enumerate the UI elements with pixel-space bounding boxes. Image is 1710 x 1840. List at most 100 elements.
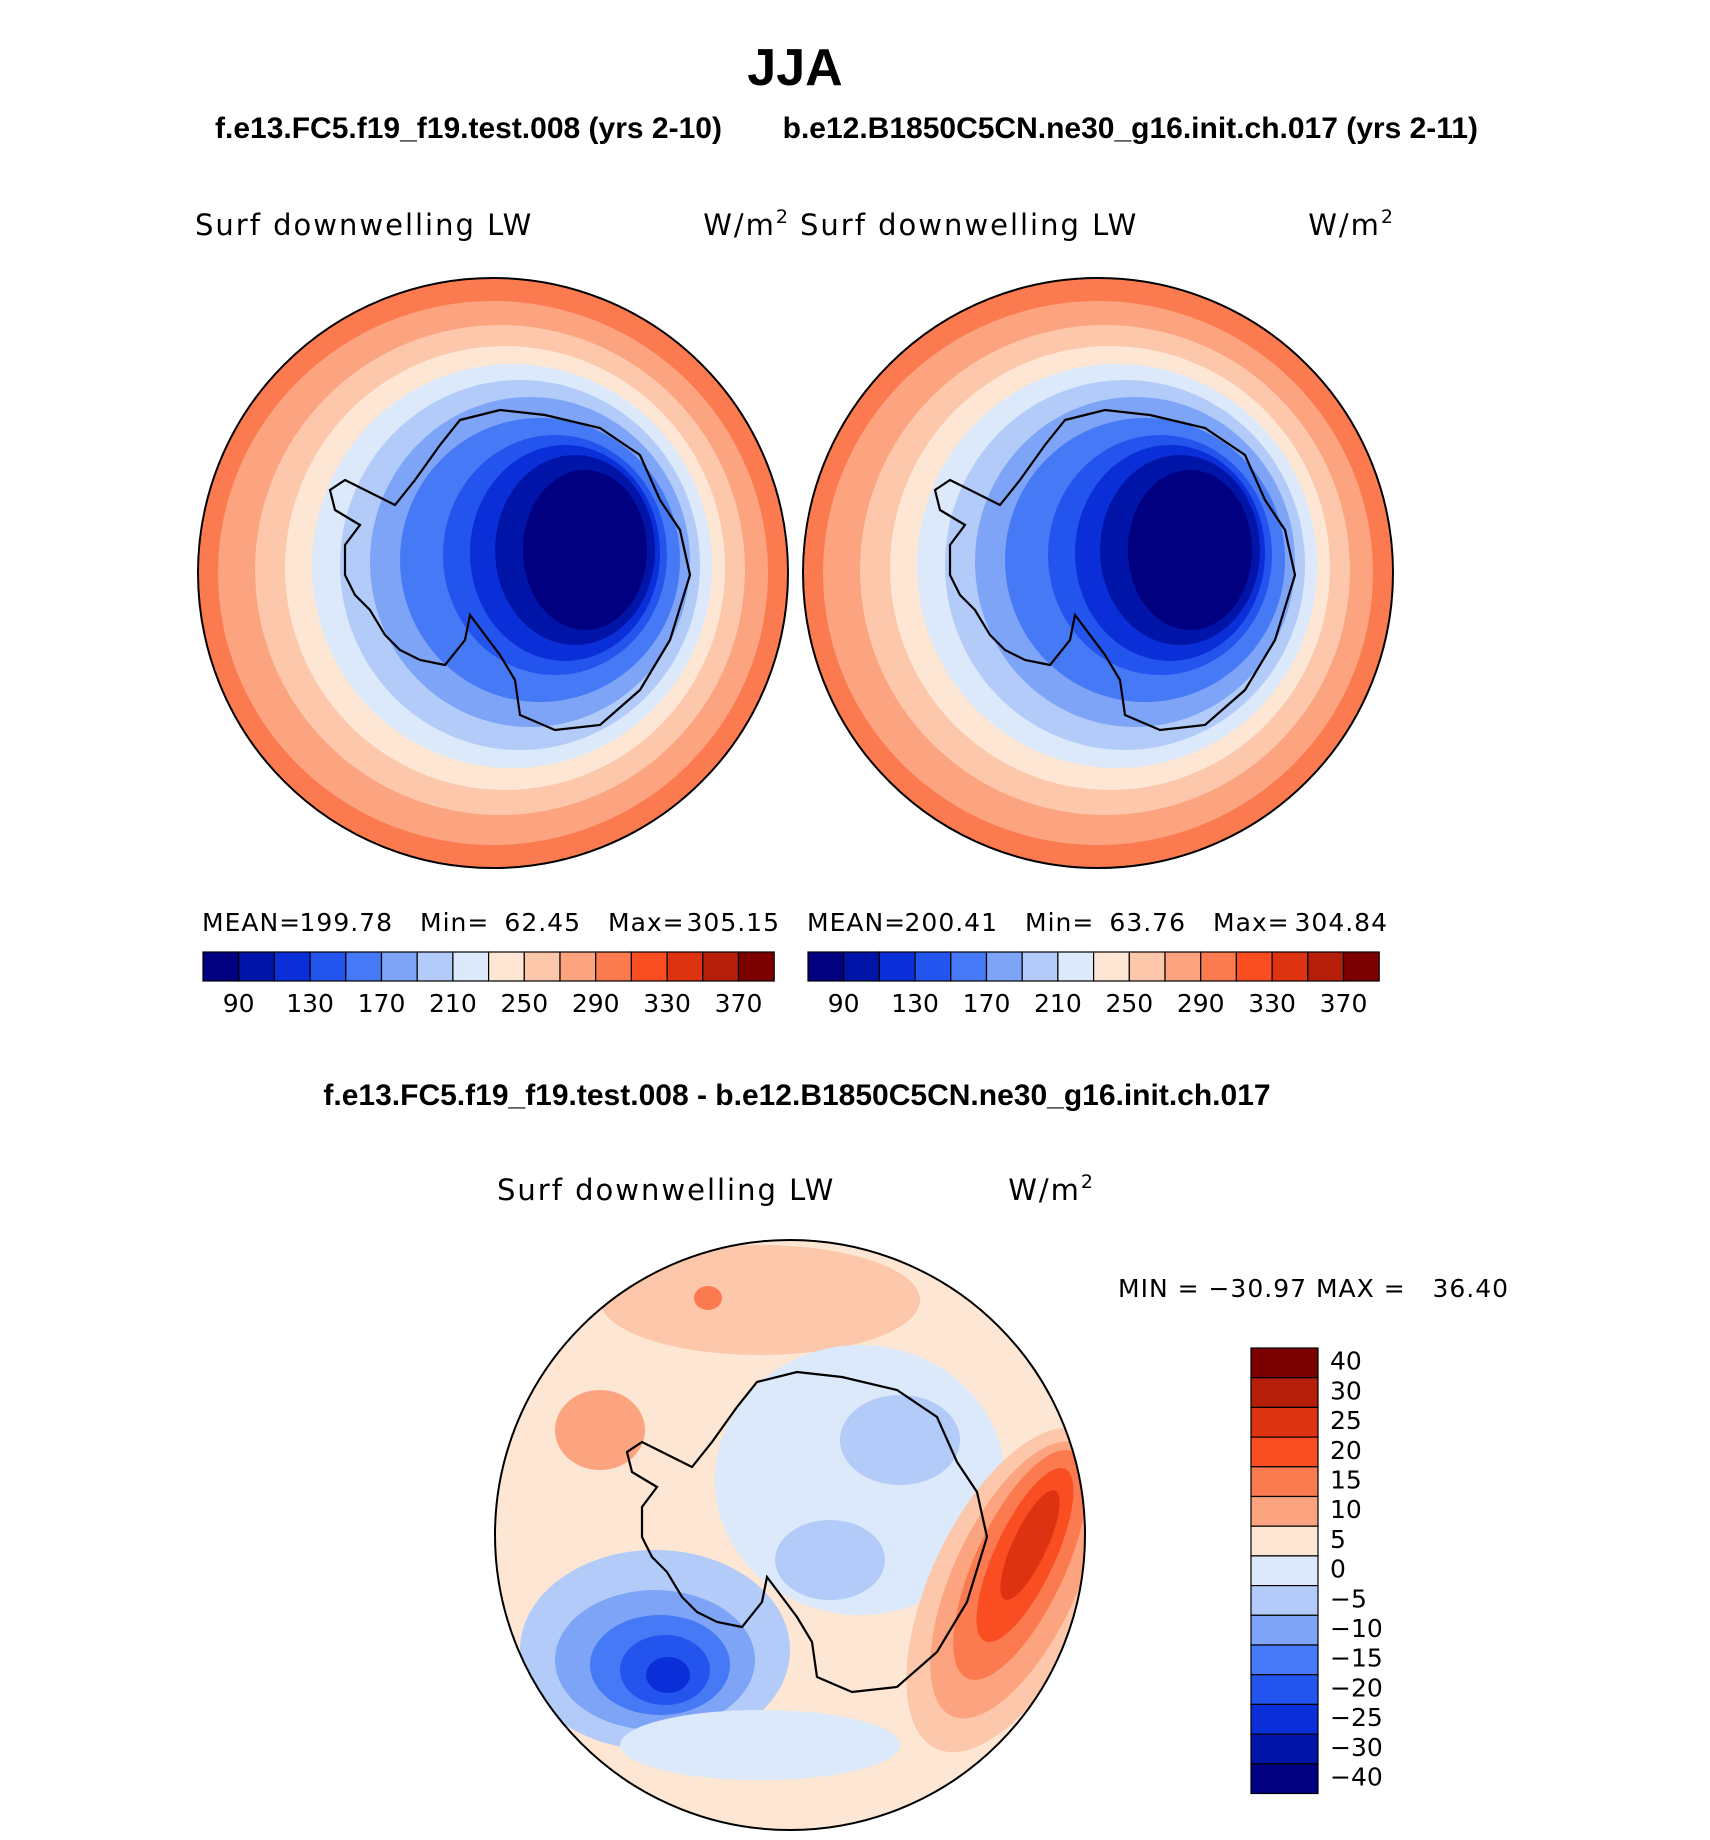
colorbar-box	[666, 951, 704, 982]
panel-a-min-value: 62.45	[504, 908, 581, 937]
map-c-positive-north-core	[694, 1286, 722, 1310]
colorbar-tick-label: 330	[1248, 989, 1296, 1018]
map-b-band-11	[1128, 470, 1252, 630]
colorbar-box	[1021, 951, 1059, 982]
colorbar-tick-label: 170	[358, 989, 406, 1018]
colorbar-tick-label: 90	[828, 989, 860, 1018]
colorbar-box	[1200, 951, 1237, 982]
colorbar-tick-label: 210	[1034, 989, 1082, 1018]
panel-b-mean-label: MEAN=	[807, 908, 906, 937]
colorbar-box	[878, 951, 916, 982]
panel-c-units-base: W/m	[1008, 1173, 1081, 1207]
colorbar-tick-label: 130	[891, 989, 939, 1018]
colorbar-box	[416, 951, 454, 982]
panel-a-max-value: 305.15	[687, 908, 780, 937]
colorbar-tick-label: 10	[1330, 1495, 1362, 1524]
colorbar-box	[345, 951, 383, 982]
map-c-negative-inner-2	[775, 1520, 885, 1600]
map-a-boundary	[197, 277, 789, 869]
colorbar-panel-b: 90 130 170 210 250 290 330 370	[807, 951, 1380, 1018]
colorbar-box	[1342, 951, 1380, 982]
panel-b-min-label: Min=	[1025, 908, 1094, 937]
panel-a-case-title: f.e13.FC5.f19_f19.test.008 (yrs 2-10)	[215, 112, 722, 145]
colorbar-box	[1250, 1466, 1319, 1498]
panel-a-max-label: Max=	[608, 908, 685, 937]
colorbar-box	[843, 951, 881, 982]
colorbar-box	[309, 951, 347, 982]
panel-b-case-title: b.e12.B1850C5CN.ne30_g16.init.ch.017 (yr…	[783, 112, 1478, 145]
colorbar-box	[1250, 1377, 1319, 1408]
panel-a-variable: Surf downwelling LW	[195, 208, 533, 242]
colorbar-tick-label: −40	[1330, 1763, 1383, 1792]
colorbar-tick-label: 370	[715, 989, 763, 1018]
colorbar-tick-label: 20	[1330, 1436, 1362, 1465]
colorbar-tick-label: 0	[1330, 1555, 1346, 1584]
map-c-negative-south	[620, 1710, 900, 1780]
colorbar-box	[807, 951, 845, 982]
panel-b-max-label: Max=	[1213, 908, 1290, 937]
panel-c-units: W/m2	[1008, 1171, 1095, 1207]
colorbar-box	[273, 951, 311, 982]
panel-b-stats: MEAN= 200.41 Min= 63.76 Max= 304.84	[807, 908, 1387, 937]
colorbar-tick-label: 290	[1177, 989, 1225, 1018]
map-b-antarctica-coastline	[933, 408, 1297, 732]
panel-a-mean-label: MEAN=	[202, 908, 301, 937]
map-b-boundary	[802, 277, 1394, 869]
colorbar-box	[1128, 951, 1166, 982]
diff-min-max: MIN = −30.97 MAX = 36.40	[1118, 1274, 1509, 1303]
colorbar-box	[523, 951, 561, 982]
colorbar-box	[1250, 1674, 1319, 1705]
panel-b-units-sup: 2	[1381, 206, 1395, 228]
colorbar-box	[238, 951, 275, 982]
panel-b-mean-value: 200.41	[905, 908, 998, 937]
map-c-negative-sw-5	[646, 1657, 690, 1693]
colorbar-box	[1250, 1347, 1319, 1379]
colorbar-tick-label: 290	[572, 989, 620, 1018]
colorbar-box	[595, 951, 633, 982]
colorbar-box	[1250, 1584, 1319, 1616]
colorbar-box	[488, 951, 525, 982]
colorbar-tick-label: −30	[1330, 1733, 1383, 1762]
panel-a-mean-value: 199.78	[300, 908, 393, 937]
map-panel-b	[802, 277, 1394, 869]
map-c-positive-north	[600, 1245, 920, 1355]
colorbar-tick-label: 5	[1330, 1525, 1346, 1554]
colorbar-box	[380, 951, 418, 982]
map-c-antarctica-coastline	[625, 1370, 989, 1694]
colorbar-box	[1250, 1614, 1319, 1646]
colorbar-tick-label: 90	[223, 989, 255, 1018]
colorbar-box	[559, 951, 597, 982]
colorbar-box	[985, 951, 1023, 982]
colorbar-box	[1271, 951, 1309, 982]
colorbar-box	[1092, 951, 1130, 982]
panel-b-units: W/m2	[1308, 206, 1395, 242]
map-a-band-11	[523, 470, 647, 630]
colorbar-box	[1164, 951, 1202, 982]
colorbar-box	[1250, 1555, 1319, 1587]
colorbar-box	[1250, 1644, 1319, 1676]
colorbar-box	[1235, 951, 1273, 982]
map-panel-c	[494, 1239, 1086, 1831]
colorbar-box	[1250, 1703, 1319, 1735]
colorbar-tick-label: −5	[1330, 1584, 1367, 1613]
panel-a-units-base: W/m	[703, 208, 776, 242]
map-a-antarctica-coastline	[328, 408, 692, 732]
colorbar-tick-label: 130	[286, 989, 334, 1018]
colorbar-box	[1057, 951, 1095, 982]
colorbar-tick-label: 25	[1330, 1406, 1362, 1435]
map-panel-a	[197, 277, 789, 869]
panel-b-min-value: 63.76	[1109, 908, 1186, 937]
panel-a-min-label: Min=	[420, 908, 489, 937]
colorbar-box	[1250, 1525, 1319, 1557]
colorbar-tick-label: 250	[500, 989, 548, 1018]
colorbar-tick-label: −15	[1330, 1644, 1383, 1673]
panel-b-units-base: W/m	[1308, 208, 1381, 242]
colorbar-tick-label: 40	[1330, 1347, 1362, 1376]
colorbar-box	[1250, 1495, 1319, 1527]
colorbar-tick-label: 170	[963, 989, 1011, 1018]
colorbar-tick-label: 30	[1330, 1376, 1362, 1405]
colorbar-box	[737, 951, 775, 982]
colorbar-box	[1250, 1436, 1319, 1468]
